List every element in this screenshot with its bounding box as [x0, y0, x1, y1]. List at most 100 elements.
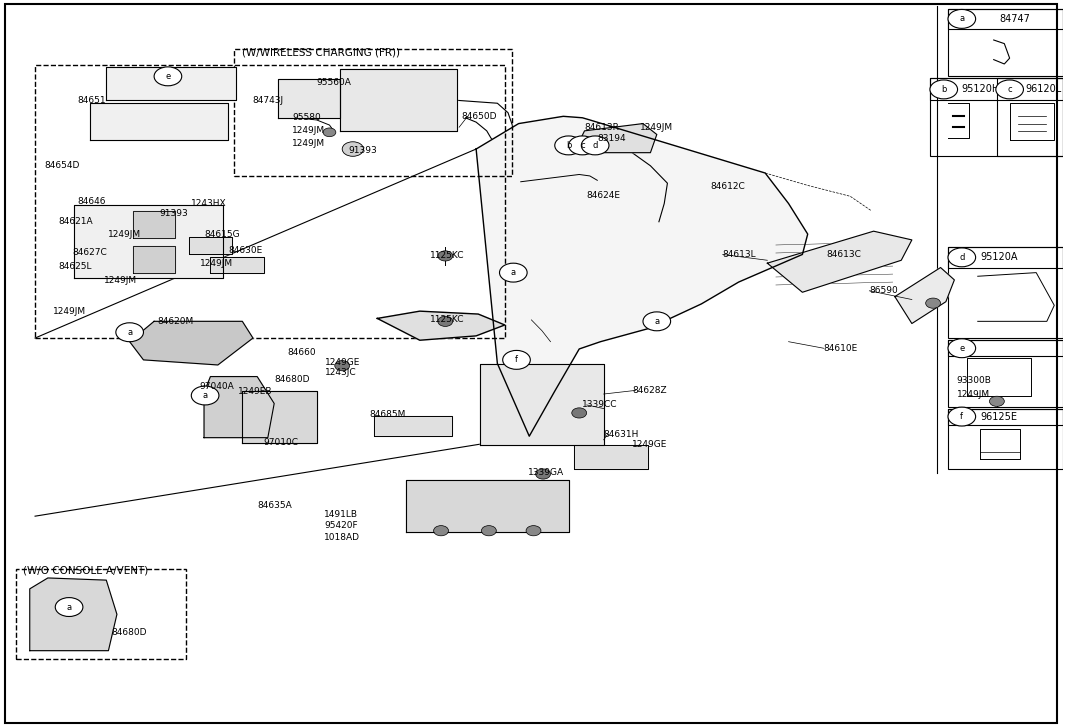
Text: c: c	[1007, 85, 1012, 94]
Circle shape	[500, 263, 528, 282]
Text: 1249JM: 1249JM	[957, 390, 990, 398]
Text: 84685M: 84685M	[370, 410, 407, 419]
Circle shape	[948, 248, 976, 267]
Circle shape	[526, 526, 541, 536]
Text: 84610E: 84610E	[824, 344, 858, 353]
Polygon shape	[378, 311, 505, 340]
Polygon shape	[340, 69, 457, 131]
Text: a: a	[66, 603, 72, 611]
Text: 84680D: 84680D	[274, 375, 309, 384]
Text: 84612C: 84612C	[709, 182, 745, 191]
Text: 84613L: 84613L	[722, 250, 756, 259]
Text: 95120H: 95120H	[962, 84, 1000, 95]
Text: a: a	[959, 15, 964, 23]
Text: 1243HX: 1243HX	[192, 199, 227, 208]
Text: 84630E: 84630E	[229, 246, 263, 254]
Polygon shape	[374, 416, 452, 436]
Polygon shape	[480, 364, 603, 445]
Text: 91393: 91393	[159, 209, 188, 218]
Text: e: e	[959, 344, 964, 353]
Text: (W/WIRELESS CHARGING (FR)): (W/WIRELESS CHARGING (FR))	[242, 47, 400, 57]
Circle shape	[192, 386, 219, 405]
Text: 1249JM: 1249JM	[108, 230, 141, 238]
Circle shape	[581, 136, 609, 155]
Text: 1249JM: 1249JM	[54, 307, 87, 316]
Circle shape	[438, 251, 453, 261]
Text: 84646: 84646	[78, 197, 106, 206]
Text: 84613C: 84613C	[827, 250, 861, 259]
Circle shape	[948, 339, 976, 358]
Text: 1125KC: 1125KC	[430, 316, 465, 324]
Text: b: b	[566, 141, 571, 150]
Circle shape	[948, 407, 976, 426]
Circle shape	[433, 526, 448, 536]
Polygon shape	[90, 103, 229, 140]
Polygon shape	[189, 237, 232, 254]
Text: e: e	[165, 72, 170, 81]
Polygon shape	[242, 391, 317, 443]
Text: 84625L: 84625L	[59, 262, 92, 270]
Text: a: a	[654, 317, 659, 326]
Text: 1249JM: 1249JM	[292, 139, 325, 148]
Text: 1339GA: 1339GA	[529, 468, 564, 477]
Text: 84621A: 84621A	[59, 217, 93, 225]
Text: 1249EB: 1249EB	[238, 387, 273, 396]
Text: 1125KC: 1125KC	[430, 251, 465, 260]
Text: f: f	[515, 356, 518, 364]
Circle shape	[323, 128, 336, 137]
Text: a: a	[127, 328, 133, 337]
Circle shape	[554, 136, 582, 155]
Polygon shape	[129, 321, 253, 365]
Text: 1243JC: 1243JC	[325, 369, 356, 377]
Polygon shape	[574, 124, 657, 153]
Circle shape	[996, 80, 1023, 99]
Circle shape	[643, 312, 671, 331]
Text: 1249JM: 1249JM	[104, 276, 137, 285]
Text: a: a	[510, 268, 516, 277]
Polygon shape	[75, 205, 224, 278]
Text: 1249GE: 1249GE	[632, 441, 668, 449]
Polygon shape	[133, 211, 175, 238]
Text: 84624E: 84624E	[586, 191, 621, 200]
Polygon shape	[767, 231, 912, 292]
Text: 83194: 83194	[597, 134, 626, 142]
Polygon shape	[574, 445, 648, 469]
Text: 1249JM: 1249JM	[640, 124, 673, 132]
Polygon shape	[30, 578, 117, 651]
Circle shape	[342, 142, 364, 156]
Text: 84651: 84651	[78, 96, 106, 105]
Circle shape	[948, 9, 976, 28]
Text: 95580: 95580	[292, 113, 321, 122]
Text: 84680D: 84680D	[111, 628, 147, 637]
Text: 84747: 84747	[999, 14, 1030, 24]
Text: 1491LB: 1491LB	[324, 510, 358, 519]
Circle shape	[335, 361, 350, 371]
Polygon shape	[211, 257, 263, 273]
Text: 86590: 86590	[869, 286, 898, 295]
Circle shape	[536, 469, 551, 479]
Text: 84654D: 84654D	[45, 161, 80, 169]
Circle shape	[482, 526, 496, 536]
Text: 1249GE: 1249GE	[325, 358, 361, 367]
Polygon shape	[133, 246, 175, 273]
Text: 96125E: 96125E	[980, 411, 1016, 422]
Text: c: c	[580, 141, 584, 150]
Text: 84660: 84660	[287, 348, 316, 357]
Text: 84627C: 84627C	[73, 248, 107, 257]
Polygon shape	[895, 268, 954, 324]
Text: 1249JM: 1249JM	[200, 260, 233, 268]
Polygon shape	[278, 79, 340, 118]
Text: 97040A: 97040A	[200, 382, 234, 391]
Text: 84620M: 84620M	[157, 317, 194, 326]
Text: 95420F: 95420F	[324, 521, 357, 530]
Polygon shape	[106, 67, 236, 100]
Text: 93300B: 93300B	[957, 376, 992, 385]
Text: 97010C: 97010C	[263, 438, 299, 446]
Text: 1339CC: 1339CC	[582, 401, 617, 409]
Circle shape	[116, 323, 143, 342]
Text: f: f	[960, 412, 963, 421]
Text: 84635A: 84635A	[257, 501, 292, 510]
Circle shape	[503, 350, 531, 369]
Text: 91393: 91393	[349, 146, 378, 155]
Circle shape	[571, 408, 586, 418]
